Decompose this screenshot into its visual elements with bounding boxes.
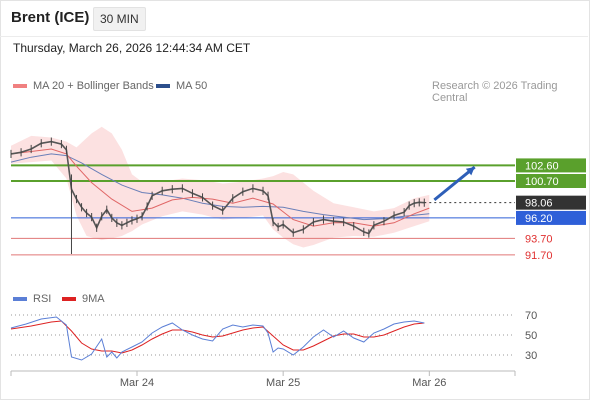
legend-ma20: MA 20 + Bollinger Bands bbox=[13, 80, 154, 92]
credit-text: Research © 2026 Trading Central bbox=[432, 80, 558, 104]
x-tick-label-1: Mar 25 bbox=[266, 377, 300, 389]
legend-rsi: RSI bbox=[13, 293, 51, 305]
legend-rsi-label: RSI bbox=[33, 293, 52, 305]
rsi-swatch-icon bbox=[13, 297, 27, 301]
rsi-tick-1: 50 bbox=[525, 330, 537, 342]
legend-rsi-ma-label: 9MA bbox=[82, 293, 105, 305]
legend-ma50-label: MA 50 bbox=[176, 80, 208, 92]
level-label-0: 102.60 bbox=[525, 160, 559, 172]
x-tick-label-0: Mar 24 bbox=[120, 377, 154, 389]
price-line bbox=[10, 140, 425, 235]
level-tag-3 bbox=[516, 210, 586, 225]
level-label-1: 100.70 bbox=[525, 176, 559, 188]
level-tag-2 bbox=[516, 195, 586, 210]
rsi-line bbox=[10, 316, 425, 361]
x-tick-label-2: Mar 26 bbox=[412, 377, 446, 389]
legend-rsi-ma: 9MA bbox=[62, 293, 105, 305]
projection-arrowhead-icon bbox=[465, 167, 475, 176]
bollinger-band bbox=[11, 126, 430, 248]
legend-ma20-label: MA 20 + Bollinger Bands bbox=[33, 80, 154, 92]
ma20-line bbox=[10, 148, 430, 227]
rsi-tick-2: 30 bbox=[525, 350, 537, 362]
timeframe-button[interactable]: 30 MIN bbox=[93, 7, 146, 31]
instrument-title: Brent (ICE) bbox=[11, 9, 90, 26]
level-label-5: 91.70 bbox=[525, 250, 553, 262]
level-label-2: 98.06 bbox=[525, 198, 553, 210]
rsi-tick-0: 70 bbox=[525, 310, 537, 322]
timestamp: Thursday, March 26, 2026 12:44:34 AM CET bbox=[13, 41, 251, 55]
rsi-ma-line bbox=[10, 320, 425, 354]
level-label-4: 93.70 bbox=[525, 233, 553, 245]
legend-ma50: MA 50 bbox=[156, 80, 207, 92]
ma50-swatch-icon bbox=[156, 84, 170, 88]
projection-arrow bbox=[433, 165, 476, 202]
widget-header bbox=[0, 0, 588, 37]
ma20-swatch-icon bbox=[13, 84, 27, 88]
level-tag-1 bbox=[516, 174, 586, 188]
level-label-3: 96.20 bbox=[525, 213, 553, 225]
rsi-ma-swatch-icon bbox=[62, 297, 76, 301]
level-tag-0 bbox=[516, 158, 586, 173]
